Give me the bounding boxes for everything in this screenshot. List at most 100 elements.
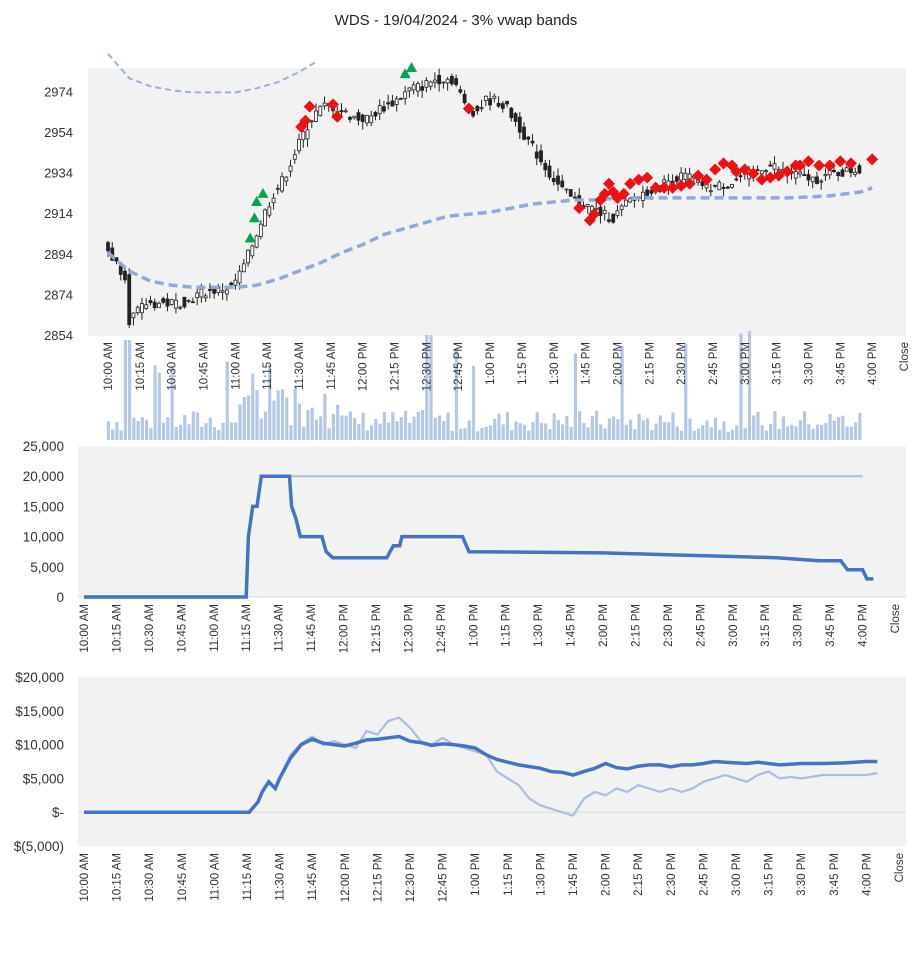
candle-body bbox=[857, 165, 862, 174]
candle-body bbox=[428, 81, 433, 87]
candle-body bbox=[500, 103, 505, 109]
volume-bar bbox=[628, 419, 633, 440]
volume-bar bbox=[331, 413, 336, 440]
sell-signal-marker bbox=[588, 208, 601, 221]
candle-body bbox=[161, 298, 166, 303]
volume-bar bbox=[217, 430, 221, 440]
position-time-label: 1:45 PM bbox=[566, 604, 578, 647]
volume-bar bbox=[255, 389, 259, 440]
candle-body bbox=[314, 110, 318, 122]
pnl-time-label: 12:45 PM bbox=[438, 853, 450, 902]
volume-bar bbox=[684, 343, 688, 440]
pnl-time-label: 1:30 PM bbox=[535, 853, 547, 896]
volume-bar bbox=[853, 422, 858, 440]
candle-body bbox=[730, 184, 734, 188]
sell-signal-marker bbox=[331, 110, 344, 123]
volume-bar bbox=[476, 431, 480, 440]
candle-body bbox=[509, 107, 514, 119]
position-tick-label: 5,000 bbox=[30, 560, 64, 575]
candle-body bbox=[755, 169, 760, 172]
volume-bar bbox=[514, 421, 518, 440]
candle-body bbox=[386, 102, 391, 105]
volume-bar bbox=[128, 340, 132, 440]
candle-body bbox=[836, 172, 841, 177]
candle-body bbox=[551, 178, 556, 183]
candle-body bbox=[343, 110, 348, 113]
sell-signal-marker bbox=[641, 171, 654, 184]
candle-body bbox=[280, 176, 284, 192]
volume-bar bbox=[149, 428, 153, 440]
volume-bar bbox=[111, 429, 115, 440]
candle-body bbox=[288, 165, 293, 172]
candle-body bbox=[106, 242, 110, 252]
volume-bar bbox=[815, 424, 819, 440]
price-time-label: 10:15 AM bbox=[135, 342, 147, 391]
pnl-time-label: 11:45 AM bbox=[307, 853, 319, 901]
candle-body bbox=[318, 105, 323, 116]
volume-bar bbox=[408, 422, 412, 440]
price-time-label: 4:00 PM bbox=[867, 342, 879, 385]
pnl-thick-line bbox=[84, 734, 878, 814]
sell-signal-marker bbox=[823, 159, 836, 172]
candle-body bbox=[454, 78, 459, 86]
volume-bar bbox=[229, 422, 234, 440]
candle-body bbox=[165, 298, 170, 307]
volume-bar bbox=[437, 415, 442, 440]
sell-signal-marker bbox=[649, 181, 662, 194]
volume-bar bbox=[548, 429, 552, 440]
candle-body bbox=[449, 75, 454, 85]
candle-body bbox=[802, 174, 807, 176]
pnl-time-label: 3:30 PM bbox=[796, 853, 808, 896]
volume-bar bbox=[539, 423, 544, 440]
candle-body bbox=[513, 113, 518, 122]
candle-body bbox=[250, 245, 255, 257]
volume-bar bbox=[166, 417, 170, 440]
price-time-label: 12:45 PM bbox=[453, 342, 465, 391]
volume-bar bbox=[756, 411, 760, 440]
sell-signal-marker bbox=[755, 173, 768, 186]
sell-signal-marker bbox=[624, 177, 637, 190]
sell-signal-marker bbox=[658, 181, 671, 194]
position-time-label: 12:45 PM bbox=[436, 604, 448, 653]
volume-bar bbox=[319, 416, 323, 440]
candle-body bbox=[713, 184, 717, 187]
price-time-label: 3:45 PM bbox=[835, 342, 847, 385]
candle-body bbox=[649, 189, 654, 194]
pnl-tick-label: $20,000 bbox=[15, 670, 64, 685]
volume-bar bbox=[416, 411, 420, 440]
candle-body bbox=[806, 174, 811, 181]
volume-bar bbox=[382, 412, 386, 440]
volume-bar bbox=[705, 420, 709, 440]
volume-bar bbox=[425, 335, 429, 440]
position-time-label: 2:00 PM bbox=[598, 604, 610, 647]
price-plot-area bbox=[88, 68, 906, 336]
pnl-time-label: 10:30 AM bbox=[144, 853, 156, 902]
candle-body bbox=[369, 115, 374, 124]
volume-bar bbox=[752, 415, 756, 440]
candle-body bbox=[679, 172, 684, 181]
price-time-label: 1:15 PM bbox=[517, 342, 529, 385]
volume-bar bbox=[599, 424, 603, 440]
price-time-label: 11:00 AM bbox=[230, 342, 242, 390]
volume-bar bbox=[569, 426, 573, 440]
volume-bar bbox=[552, 413, 556, 440]
pnl-time-label: 4:00 PM bbox=[861, 853, 873, 896]
candle-body bbox=[505, 100, 509, 105]
pnl-time-label: 11:30 AM bbox=[275, 853, 287, 901]
candle-body bbox=[738, 175, 743, 178]
sell-signal-marker bbox=[632, 173, 645, 186]
candle-body bbox=[768, 164, 773, 167]
pnl-time-label: Close bbox=[894, 853, 906, 882]
volume-bar bbox=[378, 423, 382, 440]
pnl-time-label: 12:00 PM bbox=[340, 853, 352, 902]
volume-bar bbox=[454, 348, 459, 440]
candle-body bbox=[526, 136, 531, 140]
candle-body bbox=[254, 235, 259, 248]
volume-bar bbox=[531, 421, 535, 440]
candle-body bbox=[683, 172, 688, 180]
candle-body bbox=[641, 191, 645, 201]
price-time-label: 3:30 PM bbox=[804, 342, 816, 385]
volume-bar bbox=[688, 418, 692, 440]
volume-bar bbox=[841, 415, 845, 440]
pnl-time-label: 1:45 PM bbox=[568, 853, 580, 896]
